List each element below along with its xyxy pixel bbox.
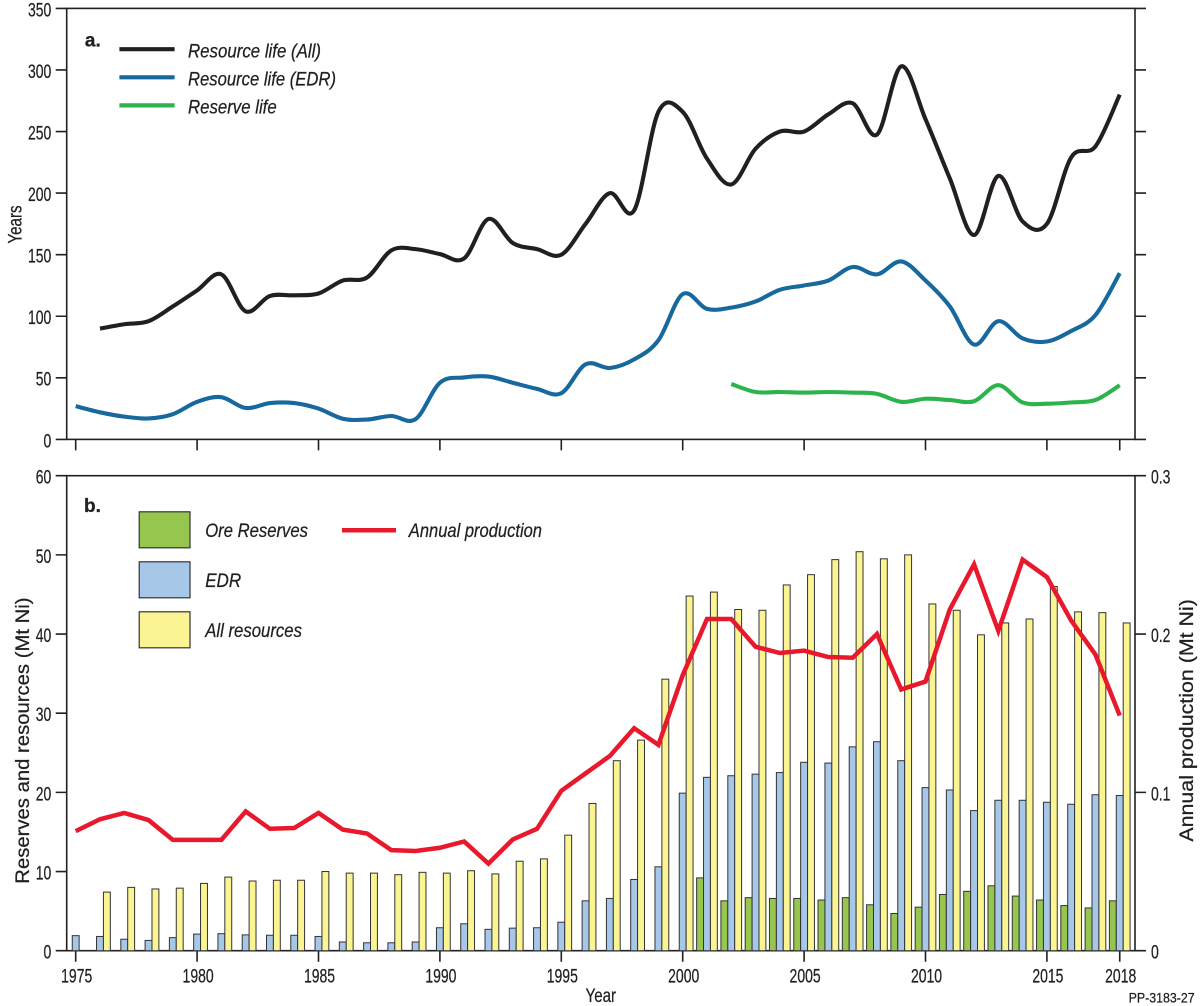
svg-text:300: 300 (28, 62, 51, 83)
svg-text:60: 60 (36, 468, 52, 489)
svg-text:50: 50 (36, 370, 52, 391)
svg-text:0: 0 (44, 431, 52, 452)
svg-text:250: 250 (28, 123, 51, 144)
svg-text:40: 40 (36, 626, 52, 647)
svg-text:1980: 1980 (183, 966, 214, 987)
svg-text:0.2: 0.2 (1151, 626, 1170, 647)
svg-text:Reserves and resources (Mt Ni): Reserves and resources (Mt Ni) (12, 598, 34, 884)
svg-text:Resource life (EDR): Resource life (EDR) (188, 70, 336, 91)
svg-text:Resource life (All): Resource life (All) (188, 41, 321, 62)
svg-text:2000: 2000 (668, 966, 699, 987)
svg-text:350: 350 (28, 0, 51, 21)
svg-text:0: 0 (1151, 943, 1159, 964)
svg-text:2018: 2018 (1105, 966, 1136, 987)
svg-text:All resources: All resources (204, 621, 302, 642)
svg-text:150: 150 (28, 247, 51, 268)
svg-text:Reserve life: Reserve life (188, 98, 277, 119)
svg-text:a.: a. (85, 30, 101, 51)
svg-text:30: 30 (36, 705, 52, 726)
svg-text:Annual production (Mt Ni): Annual production (Mt Ni) (1176, 599, 1198, 842)
svg-text:20: 20 (36, 784, 52, 805)
svg-text:1995: 1995 (547, 966, 578, 987)
svg-text:50: 50 (36, 547, 52, 568)
svg-text:EDR: EDR (205, 571, 241, 592)
svg-text:0.3: 0.3 (1151, 468, 1170, 489)
svg-text:Years: Years (5, 205, 27, 243)
svg-text:2015: 2015 (1032, 966, 1063, 987)
svg-text:1990: 1990 (425, 966, 456, 987)
svg-text:2010: 2010 (911, 966, 942, 987)
svg-text:b.: b. (84, 496, 101, 517)
svg-text:2005: 2005 (790, 966, 821, 987)
svg-text:0: 0 (44, 943, 52, 964)
svg-text:Ore Reserves: Ore Reserves (205, 521, 308, 542)
svg-text:Year: Year (586, 985, 617, 1006)
svg-text:200: 200 (28, 185, 51, 206)
svg-text:Annual production: Annual production (408, 521, 542, 542)
svg-text:1975: 1975 (61, 966, 92, 987)
svg-text:1985: 1985 (304, 966, 335, 987)
svg-text:0.1: 0.1 (1151, 784, 1170, 805)
svg-text:10: 10 (36, 863, 52, 884)
svg-text:PP-3183-27: PP-3183-27 (1129, 990, 1195, 1006)
svg-text:100: 100 (28, 308, 51, 329)
